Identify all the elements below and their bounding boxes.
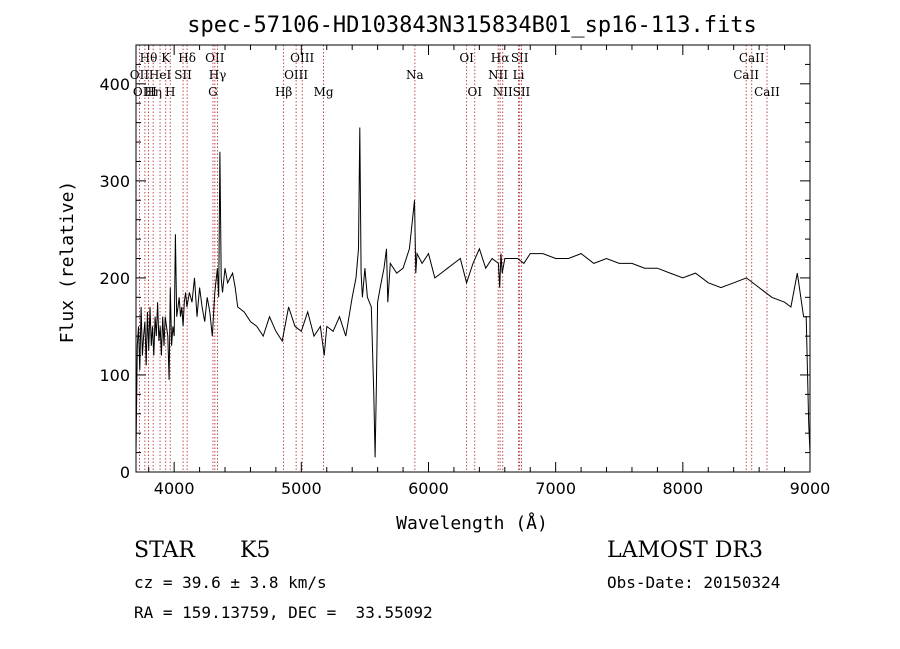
line-label-11: G bbox=[208, 85, 218, 99]
x-tick-label-3: 7000 bbox=[535, 479, 576, 498]
line-label-21: NII bbox=[493, 85, 513, 99]
line-label-20: NII bbox=[488, 68, 508, 82]
object-class: STAR bbox=[134, 538, 195, 563]
y-axis-label: Flux (relative) bbox=[57, 181, 78, 344]
survey-name: LAMOST DR3 bbox=[607, 538, 763, 563]
plot-frame bbox=[135, 44, 811, 473]
chart-title: spec-57106-HD103843N315834B01_sp16-113.f… bbox=[187, 13, 757, 38]
y-tick-label-0: 0 bbox=[120, 463, 130, 482]
x-tick-label-5: 9000 bbox=[790, 479, 831, 498]
spectrum-series bbox=[135, 127, 811, 458]
line-label-9: OII bbox=[205, 51, 225, 65]
line-label-16: Na bbox=[406, 68, 424, 82]
line-label-13: OIII bbox=[290, 51, 314, 65]
line-label-14: OIII bbox=[284, 68, 308, 82]
redshift-velocity: cz = 39.6 ± 3.8 km/s bbox=[134, 573, 327, 592]
line-label-26: CaII bbox=[739, 51, 765, 65]
observation-date: Obs-Date: 20150324 bbox=[607, 573, 781, 592]
object-subclass: K5 bbox=[240, 538, 271, 563]
line-label-4: H bbox=[165, 85, 175, 99]
line-label-5: Hη bbox=[144, 85, 162, 99]
y-tick-label-4: 400 bbox=[99, 75, 130, 94]
line-label-27: CaII bbox=[754, 85, 780, 99]
x-axis-label: Wavelength (Å) bbox=[396, 512, 548, 534]
line-label-8: Hδ bbox=[178, 51, 196, 65]
x-tick-label-2: 6000 bbox=[408, 479, 449, 498]
axes: 4000 5000 6000 7000 8000 9000 0 100 200 300 400 bbox=[99, 45, 830, 498]
line-label-10: Hγ bbox=[209, 68, 227, 82]
y-tick-label-3: 300 bbox=[99, 172, 130, 191]
line-label-1: OII bbox=[130, 68, 150, 82]
line-label-15: Mg bbox=[314, 85, 334, 99]
line-label-12: Hβ bbox=[275, 85, 292, 99]
x-tick-label-4: 8000 bbox=[662, 479, 703, 498]
line-label-22: SII bbox=[511, 51, 529, 65]
line-label-25: CaII bbox=[733, 68, 759, 82]
line-label-2: OIII bbox=[133, 85, 157, 99]
spectrum-chart: spec-57106-HD103843N315834B01_sp16-113.f… bbox=[57, 13, 830, 534]
line-label-18: OI bbox=[467, 85, 482, 99]
line-label-19: Hα bbox=[491, 51, 510, 65]
line-label-17: OI bbox=[459, 51, 474, 65]
x-tick-label-1: 5000 bbox=[281, 479, 322, 498]
spectrum-line bbox=[135, 127, 811, 458]
y-tick-label-2: 200 bbox=[99, 269, 130, 288]
line-label-6: HeI bbox=[149, 68, 172, 82]
coordinates: RA = 159.13759, DEC = 33.55092 bbox=[134, 603, 433, 622]
line-label-3: K bbox=[161, 51, 171, 65]
line-label-7: SII bbox=[174, 68, 192, 82]
line-label-24: SII bbox=[513, 85, 531, 99]
line-label-0: Hθ bbox=[140, 51, 158, 65]
line-label-23: Li bbox=[513, 68, 525, 82]
y-tick-label-1: 100 bbox=[99, 366, 130, 385]
x-tick-label-0: 4000 bbox=[154, 479, 195, 498]
